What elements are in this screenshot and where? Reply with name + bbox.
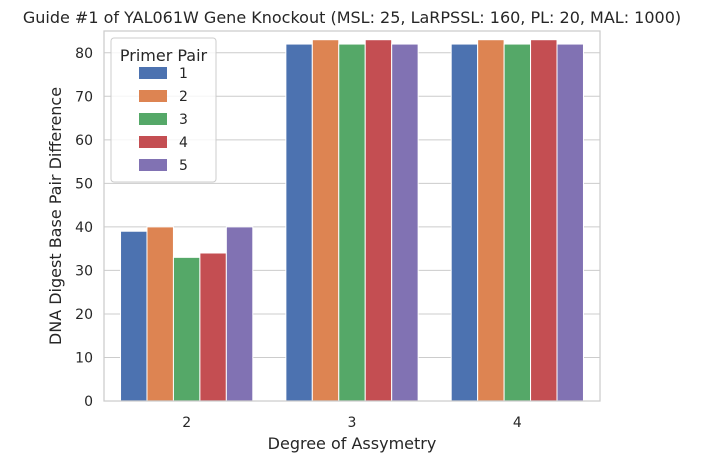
plot-frame — [103, 30, 601, 402]
y-tick-label: 40 — [75, 220, 93, 236]
bar — [311, 39, 340, 402]
bar — [120, 230, 148, 402]
legend-label: 5 — [179, 158, 188, 174]
legend-swatch — [139, 159, 167, 171]
y-axis-label: DNA Digest Base Pair Difference — [46, 87, 65, 345]
bar — [530, 39, 558, 402]
bar — [450, 43, 479, 402]
bar — [172, 256, 201, 402]
bar — [225, 226, 254, 402]
bar — [199, 252, 227, 402]
legend-label: 1 — [179, 66, 188, 82]
y-tick-label: 80 — [75, 46, 93, 62]
legend-swatch — [139, 67, 167, 79]
chart-title: Guide #1 of YAL061W Gene Knockout (MSL: … — [23, 8, 681, 27]
x-axis-label: Degree of Assymetry — [268, 434, 437, 453]
bars — [120, 39, 584, 402]
y-tick-label: 60 — [75, 133, 93, 149]
x-tick-label: 4 — [513, 415, 522, 431]
legend-items: 1 2 3 4 5 — [139, 66, 188, 174]
legend-swatch — [139, 113, 167, 125]
y-tick-label: 50 — [75, 176, 93, 192]
bar — [556, 43, 584, 402]
y-tick-label: 10 — [75, 350, 93, 366]
legend-title: Primer Pair — [120, 46, 208, 65]
bar — [477, 39, 505, 402]
bar — [391, 43, 419, 402]
legend: Primer Pair 1 2 3 4 5 — [110, 37, 217, 183]
y-tick-label: 30 — [75, 263, 93, 279]
bar — [364, 39, 393, 402]
y-tick-label: 0 — [84, 394, 93, 410]
tick-labels: 0 10 20 30 40 50 60 70 80 2 3 4 — [75, 46, 522, 431]
bar — [503, 43, 532, 402]
bar — [285, 43, 313, 402]
legend-label: 4 — [179, 135, 188, 151]
legend-box — [110, 37, 217, 183]
y-tick-label: 20 — [75, 307, 93, 323]
legend-label: 2 — [179, 89, 188, 105]
legend-label: 3 — [179, 112, 188, 128]
x-tick-label: 3 — [348, 415, 357, 431]
legend-swatch — [139, 90, 167, 102]
bar — [146, 226, 174, 402]
x-tick-label: 2 — [182, 415, 191, 431]
legend-swatch — [139, 136, 167, 148]
bar — [338, 43, 366, 402]
y-tick-label: 70 — [75, 89, 93, 105]
